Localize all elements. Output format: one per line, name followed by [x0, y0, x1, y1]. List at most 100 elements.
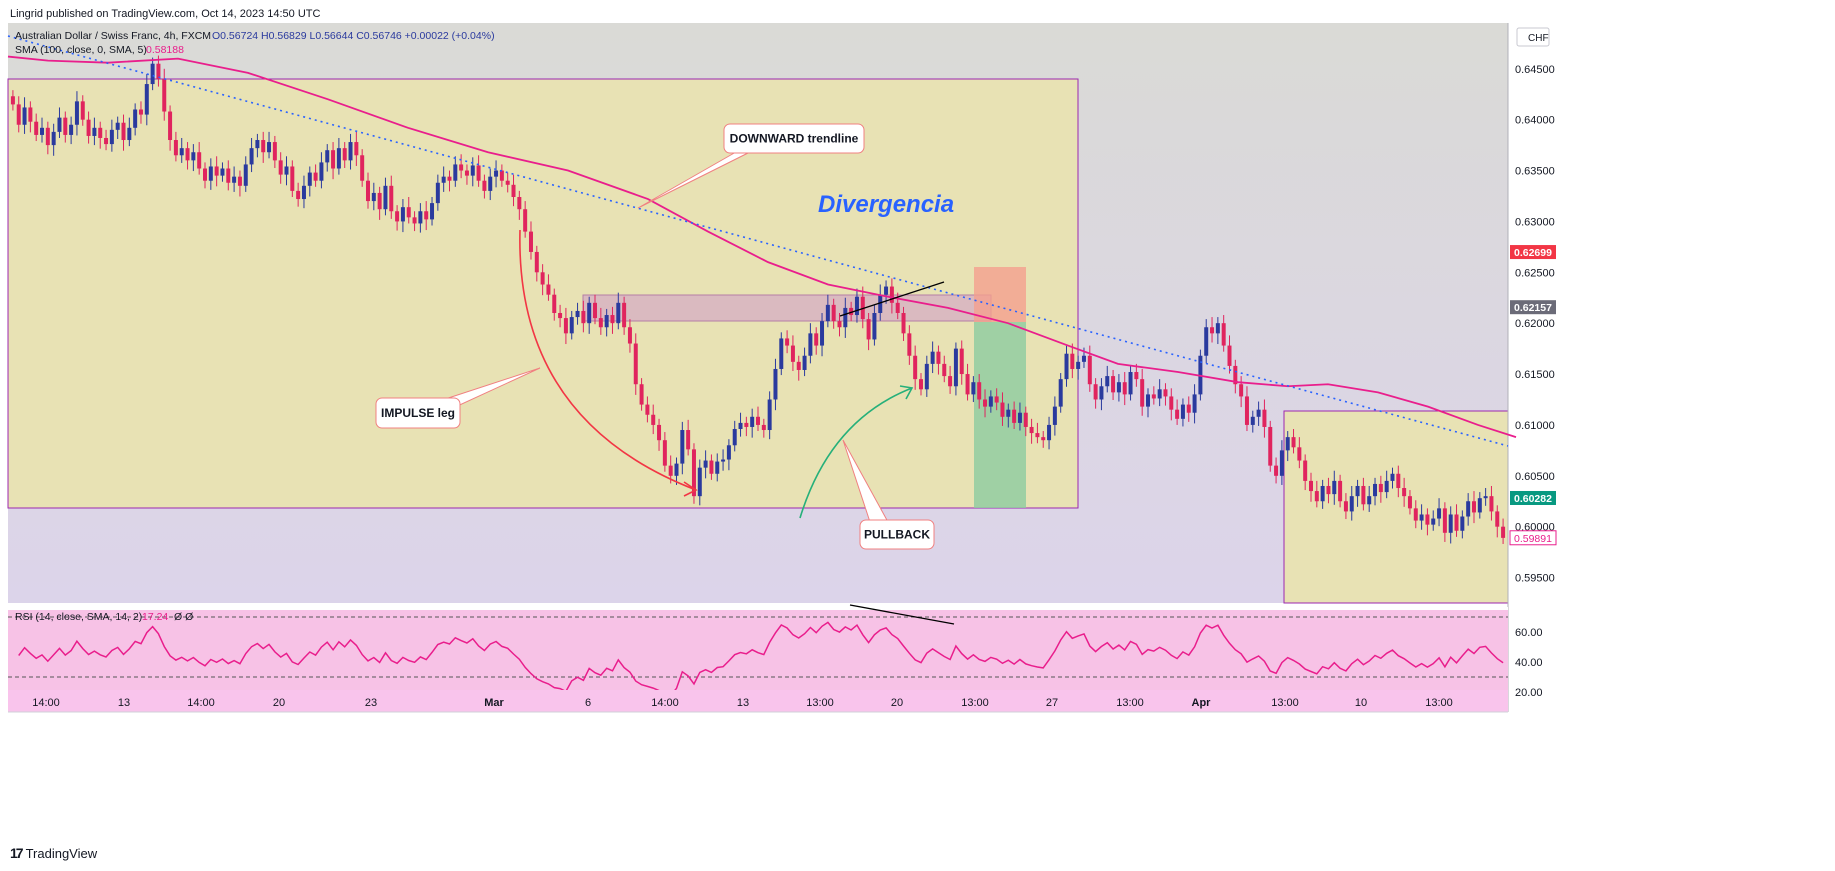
candle-body [1448, 514, 1453, 533]
sma-line [7, 55, 1517, 438]
tradingview-logo[interactable]: 17 TradingView [10, 845, 97, 861]
candle-body [156, 63, 161, 79]
candle-body [331, 150, 336, 169]
x-tick-label: 13:00 [961, 697, 989, 709]
x-tick-label: 20 [273, 697, 285, 709]
candle-body [511, 184, 516, 197]
x-tick-label: Mar [484, 697, 504, 709]
candle-body [214, 166, 219, 176]
candle-body [691, 449, 696, 497]
candle-body [575, 310, 580, 318]
candle-body [1093, 384, 1098, 400]
rsi-tick-label: 40.00 [1515, 657, 1543, 669]
candle-body [1349, 496, 1354, 512]
candle-body [854, 296, 859, 316]
candle-body [1221, 323, 1226, 346]
candle-body [98, 127, 103, 138]
candle-body [74, 101, 79, 125]
candle-body [418, 211, 423, 224]
price-tag-label: 0.62699 [1514, 247, 1552, 259]
candle-body [1210, 327, 1215, 334]
candle-body [319, 162, 324, 181]
candle-body [226, 168, 231, 183]
x-tick-label: 14:00 [32, 697, 60, 709]
candle-body [1396, 473, 1401, 489]
candle-body [843, 307, 848, 328]
candle-body [831, 304, 836, 322]
x-tick-label: 14:00 [651, 697, 679, 709]
candle-body [1000, 402, 1005, 417]
candle-body [1175, 409, 1180, 419]
candle-body [1256, 409, 1261, 417]
candle-body [400, 207, 405, 222]
candle-body [930, 351, 935, 364]
callout-impulse-leg [375, 397, 461, 429]
candle-body [203, 168, 208, 181]
candle-body [918, 379, 923, 390]
candle-body [587, 302, 592, 324]
candle-body [633, 343, 638, 385]
candle-body [57, 117, 62, 132]
candle-body [1087, 355, 1092, 385]
candle-body [959, 348, 964, 375]
candle-body [1419, 514, 1424, 521]
candle-body [45, 127, 50, 146]
candle-body [913, 355, 918, 380]
candle-body [1378, 483, 1383, 493]
pullback-arrowhead [899, 385, 914, 400]
candle-body [435, 182, 440, 204]
y-tick-label: 0.62000 [1515, 318, 1555, 330]
candle-body [1239, 384, 1244, 397]
candle-body [249, 148, 254, 165]
candle-body [715, 461, 720, 474]
candle-body [51, 131, 56, 146]
candle-body [354, 142, 359, 156]
sma-value: 0.58188 [146, 44, 184, 56]
candle-body [63, 117, 68, 135]
candle-body [709, 460, 714, 474]
rsi-tick-label: 60.00 [1515, 627, 1543, 639]
candle-body [1035, 433, 1040, 438]
candle-body [942, 363, 947, 377]
candle-body [802, 355, 807, 370]
x-tick-label: 13:00 [1425, 697, 1453, 709]
candle-body [610, 315, 615, 324]
rsi-label: RSI (14, close, SMA, 14, 2) [15, 611, 142, 623]
candle-body [907, 333, 912, 356]
candle-body [593, 302, 598, 319]
candle-body [1425, 514, 1430, 525]
candle-body [540, 272, 545, 285]
candle-body [290, 166, 295, 191]
candle-body [1355, 485, 1360, 497]
candle-body [69, 124, 74, 135]
candle-body [534, 251, 539, 273]
candle-body [948, 376, 953, 387]
candle-body [773, 368, 778, 400]
candle-body [1285, 437, 1290, 451]
rsi-extra: Ø Ø [174, 611, 193, 623]
candle-body [115, 122, 120, 130]
candle-body [901, 313, 906, 334]
candle-body [552, 294, 557, 313]
candle-body [983, 399, 988, 407]
candle-body [1343, 501, 1348, 512]
candle-body [1227, 345, 1232, 366]
candle-body [1186, 404, 1191, 413]
candle-body [1128, 372, 1133, 395]
candle-body [1297, 447, 1302, 461]
y-tick-label: 0.64000 [1515, 115, 1555, 127]
candle-body [988, 396, 993, 407]
candle-body [1367, 496, 1372, 505]
x-tick-label: 13:00 [1116, 697, 1144, 709]
candle-body [1268, 426, 1273, 466]
candle-body [34, 121, 39, 135]
candle-body [680, 430, 685, 464]
candle-body [1134, 372, 1139, 380]
impulse-arrow [519, 229, 697, 491]
candle-body [1215, 323, 1220, 334]
candle-body [1105, 376, 1110, 387]
candle-body [1489, 496, 1494, 512]
candle-body [301, 185, 306, 200]
candle-body [622, 302, 627, 328]
